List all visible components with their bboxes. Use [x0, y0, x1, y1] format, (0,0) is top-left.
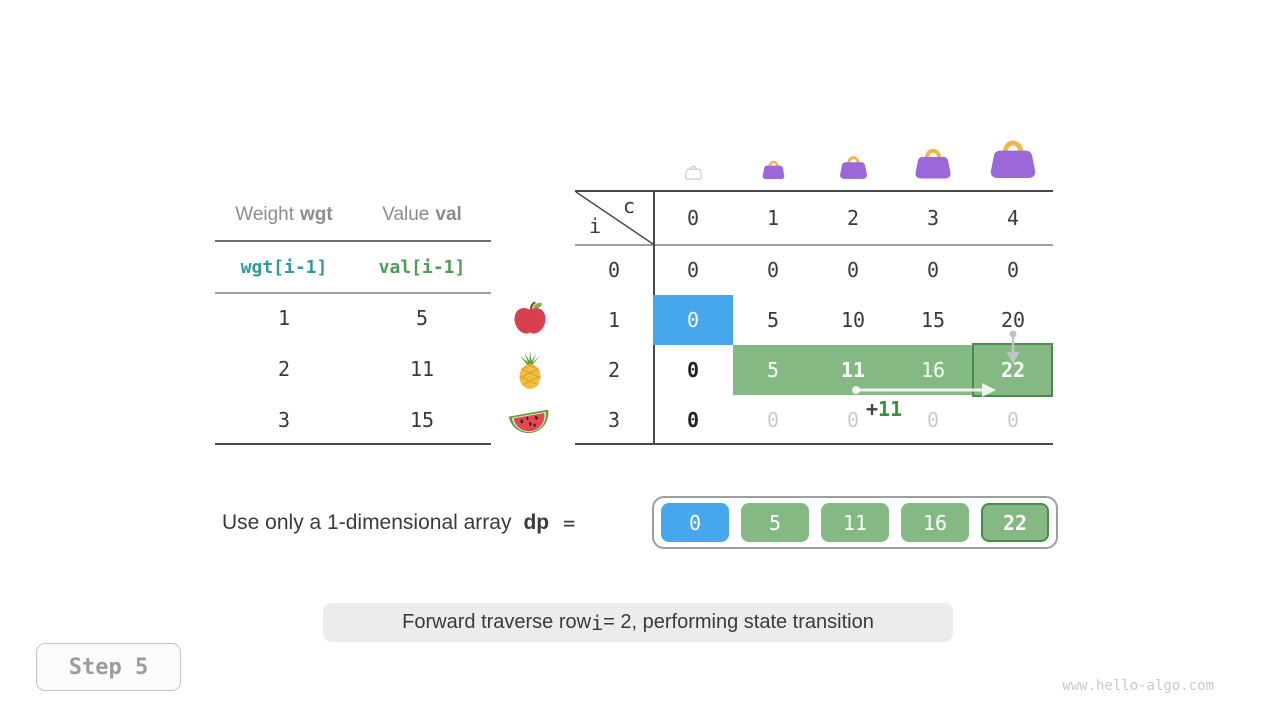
- dp-array-cell-2: 11: [821, 503, 889, 542]
- item1-value: 5: [415, 305, 429, 330]
- dp-array-cell-1: 5: [741, 503, 809, 542]
- pineapple-icon: [515, 350, 545, 390]
- dp-table: c i 0 1 2 3 4 0 1 2 3 0 0 0 0 0 0 5 10 1…: [575, 190, 1053, 445]
- status-bar: Forward traverse row i = 2, performing s…: [323, 603, 953, 642]
- cell-0-3: 0: [926, 258, 940, 282]
- cell-3-2: 0: [846, 408, 860, 432]
- val-formula: val[i-1]: [378, 256, 466, 278]
- item3-weight: 3: [277, 407, 291, 432]
- cell-1-3: 15: [920, 308, 946, 332]
- item2-weight: 2: [277, 356, 291, 381]
- bag-icon-sm: [733, 128, 813, 180]
- weight-header-code: wgt: [300, 204, 333, 225]
- cell-0-4: 0: [1006, 258, 1020, 282]
- items-table-header: Weight wgt Value val: [215, 190, 491, 240]
- weight-column-header: Weight wgt: [215, 190, 353, 240]
- cell-2-0: 0: [686, 358, 700, 382]
- dp-array-label-text: Use only a 1-dimensional array: [222, 511, 512, 534]
- dp-array-cell-4-current: 22: [981, 503, 1049, 542]
- row-header-1: 1: [607, 308, 621, 332]
- col-header-3: 3: [926, 205, 940, 230]
- status-text-before: Forward traverse row: [402, 611, 592, 633]
- corner-header-cell: c i: [575, 190, 653, 245]
- row2-highlight-band: [733, 345, 1053, 395]
- divider: [215, 240, 491, 242]
- items-table: Weight wgt Value val wgt[i-1] val[i-1] 1…: [215, 190, 491, 445]
- value-header-text: Value: [382, 204, 430, 225]
- cell-3-3: 0: [926, 408, 940, 432]
- col-header-0: 0: [686, 205, 700, 230]
- plus-value-annotation: +11: [866, 397, 902, 421]
- items-table-formula-row: wgt[i-1] val[i-1]: [215, 242, 491, 292]
- value-column-header: Value val: [353, 190, 491, 240]
- dp-array: 0 5 11 16 22: [652, 496, 1058, 549]
- equals-sign: =: [563, 511, 576, 535]
- cell-1-1: 5: [766, 308, 780, 332]
- bag-icon-lg: [893, 128, 973, 180]
- cell-1-2: 10: [840, 308, 866, 332]
- cell-0-1: 0: [766, 258, 780, 282]
- col-header-1: 1: [766, 205, 780, 230]
- col-header-2: 2: [846, 205, 860, 230]
- status-variable: i: [591, 610, 604, 635]
- value-header-code: val: [435, 204, 462, 225]
- item-row-3: 3 15: [215, 394, 491, 445]
- added-value: 11: [878, 397, 903, 421]
- weight-header-text: Weight: [235, 204, 295, 225]
- dp-array-cell-0: 0: [661, 503, 729, 542]
- item1-weight: 1: [277, 305, 291, 330]
- divider: [215, 292, 491, 294]
- item3-value: 15: [409, 407, 435, 432]
- cell-2-2: 11: [840, 358, 866, 382]
- cell-2-1: 5: [766, 358, 780, 382]
- apple-icon: [512, 300, 548, 336]
- bag-icon-xl: [973, 128, 1053, 180]
- cell-0-0: 0: [686, 258, 700, 282]
- dp-variable-name: dp: [523, 511, 550, 534]
- step-label: Step 5: [68, 654, 149, 680]
- status-text-after: = 2, performing state transition: [603, 611, 874, 633]
- corner-label-i: i: [589, 214, 602, 238]
- table-bottom-border: [575, 443, 1053, 445]
- dp-array-cell-3: 16: [901, 503, 969, 542]
- current-cell-outline: [972, 343, 1053, 397]
- item-row-1: 1 5: [215, 292, 491, 343]
- row-header-0: 0: [607, 258, 621, 282]
- plus-sign: +: [866, 397, 879, 421]
- bag-icon-xs: [653, 128, 733, 180]
- cell-3-1: 0: [766, 408, 780, 432]
- cell-3-4: 0: [1006, 408, 1020, 432]
- row-header-2: 2: [607, 358, 621, 382]
- cell-3-0: 0: [686, 408, 700, 432]
- col-header-4: 4: [1006, 205, 1020, 230]
- wgt-formula: wgt[i-1]: [240, 256, 328, 278]
- divider: [215, 443, 491, 445]
- diagonal-line: [575, 191, 653, 245]
- item-row-2: 2 11: [215, 343, 491, 394]
- table-top-border: [575, 190, 1053, 192]
- cell-2-3: 16: [920, 358, 946, 382]
- dp-array-label: Use only a 1-dimensional array dp =: [222, 497, 575, 549]
- cell-0-2: 0: [846, 258, 860, 282]
- row-header-3: 3: [607, 408, 621, 432]
- table-header-divider: [575, 244, 1053, 246]
- cell-1-4: 20: [1000, 308, 1026, 332]
- item2-value: 11: [409, 356, 435, 381]
- corner-label-c: c: [623, 194, 636, 218]
- step-badge: Step 5: [36, 643, 181, 691]
- watermelon-icon: [506, 402, 555, 441]
- watermark: www.hello-algo.com: [1062, 678, 1214, 694]
- cell-1-0-highlighted: 0: [653, 295, 733, 345]
- bag-icon-md: [813, 128, 893, 180]
